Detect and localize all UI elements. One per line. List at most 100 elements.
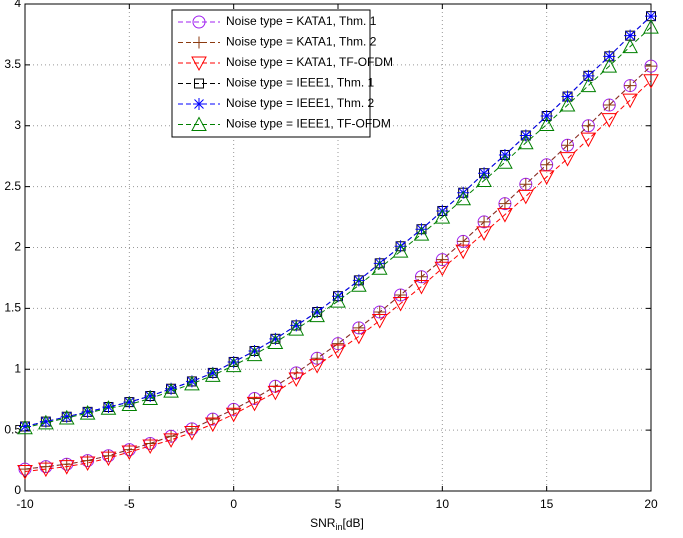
- marker: [184, 426, 200, 441]
- marker: [290, 319, 303, 332]
- marker: [165, 382, 178, 395]
- marker: [332, 290, 344, 303]
- marker: [191, 56, 207, 72]
- legend-label: Noise type = KATA1, Thm. 2: [226, 35, 377, 49]
- marker: [643, 74, 659, 89]
- marker: [394, 288, 407, 301]
- marker: [193, 98, 205, 110]
- marker: [517, 189, 534, 205]
- marker: [309, 359, 325, 374]
- plot-frame: [24, 3, 652, 492]
- marker: [330, 344, 346, 360]
- x-label-main: SNR: [310, 516, 336, 530]
- series-line: [24, 80, 652, 473]
- marker: [478, 215, 491, 228]
- marker: [267, 385, 284, 401]
- marker: [193, 36, 205, 49]
- marker: [121, 445, 138, 461]
- marker: [603, 50, 616, 63]
- marker: [624, 29, 637, 42]
- marker: [165, 430, 178, 443]
- marker: [227, 403, 240, 416]
- marker: [413, 226, 430, 241]
- marker: [311, 352, 324, 365]
- marker: [413, 279, 430, 295]
- y-tick-label: 3: [14, 118, 21, 132]
- marker: [519, 178, 532, 191]
- marker: [19, 420, 31, 433]
- marker: [330, 293, 346, 308]
- series: [17, 74, 659, 480]
- marker: [144, 390, 157, 403]
- x-tick-label: 10: [436, 497, 450, 511]
- marker: [517, 134, 534, 150]
- marker: [622, 93, 638, 109]
- x-tick-label: 15: [540, 497, 554, 511]
- marker: [580, 77, 597, 93]
- marker: [352, 274, 365, 287]
- x-tick-label: -10: [16, 497, 34, 511]
- marker: [79, 456, 96, 472]
- marker: [81, 405, 94, 418]
- marker: [498, 197, 511, 210]
- marker: [248, 392, 261, 405]
- marker: [415, 223, 428, 236]
- legend-label: Noise type = KATA1, TF-OFDM: [226, 55, 393, 69]
- x-axis-label: SNRin[dB]: [310, 516, 364, 532]
- y-tick-label: 0: [14, 483, 21, 497]
- marker: [561, 139, 574, 152]
- marker: [540, 158, 553, 171]
- marker: [538, 170, 555, 185]
- marker: [561, 90, 574, 103]
- marker: [352, 321, 365, 334]
- marker: [332, 337, 344, 350]
- marker: [371, 314, 388, 329]
- marker: [645, 10, 657, 23]
- x-label-suffix: [dB]: [343, 516, 364, 530]
- marker: [351, 329, 367, 345]
- marker: [246, 346, 263, 362]
- y-tick-label: 1: [14, 361, 21, 375]
- marker: [227, 355, 240, 368]
- marker: [206, 413, 219, 426]
- marker: [559, 152, 576, 167]
- marker: [163, 433, 179, 448]
- marker: [17, 465, 33, 480]
- marker: [191, 116, 207, 131]
- marker: [121, 396, 138, 412]
- y-tick-label: 1.5: [4, 301, 21, 315]
- marker: [645, 60, 657, 73]
- y-tick-label: 0.5: [4, 422, 21, 436]
- marker: [497, 208, 513, 223]
- marker: [476, 226, 492, 241]
- marker: [269, 332, 282, 345]
- marker: [163, 383, 179, 398]
- marker: [123, 396, 136, 409]
- x-label-sub: in: [335, 522, 342, 532]
- marker: [603, 99, 616, 112]
- marker: [538, 116, 555, 132]
- legend-label: Noise type = KATA1, Thm. 1: [226, 14, 377, 28]
- marker: [622, 38, 638, 54]
- marker: [142, 390, 159, 405]
- marker: [540, 110, 553, 123]
- marker: [60, 410, 73, 423]
- series: [19, 60, 657, 476]
- y-tick-label: 4: [14, 0, 21, 10]
- marker: [373, 257, 386, 270]
- marker: [38, 462, 54, 478]
- legend-label: Noise type = IEEE1, TF-OFDM: [226, 117, 391, 131]
- y-tick-label: 2: [14, 240, 21, 254]
- marker: [38, 414, 54, 430]
- marker: [311, 306, 324, 319]
- marker: [142, 439, 159, 455]
- x-tick-label: -5: [124, 497, 135, 511]
- marker: [582, 119, 595, 132]
- marker: [580, 132, 597, 148]
- marker: [643, 19, 659, 34]
- marker: [267, 334, 284, 349]
- marker: [434, 209, 451, 224]
- marker: [288, 321, 305, 336]
- marker: [248, 344, 261, 357]
